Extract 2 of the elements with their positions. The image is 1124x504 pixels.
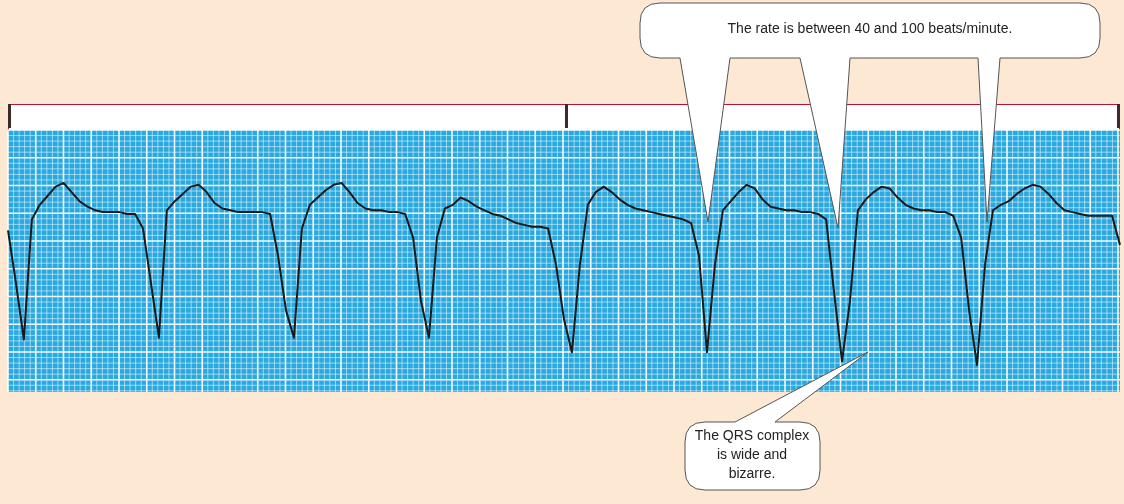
- text: The rate is between 40 and 100 beats/minute.: [726, 20, 1014, 36]
- text: The QRS complex is wide and bizarre.: [693, 426, 811, 483]
